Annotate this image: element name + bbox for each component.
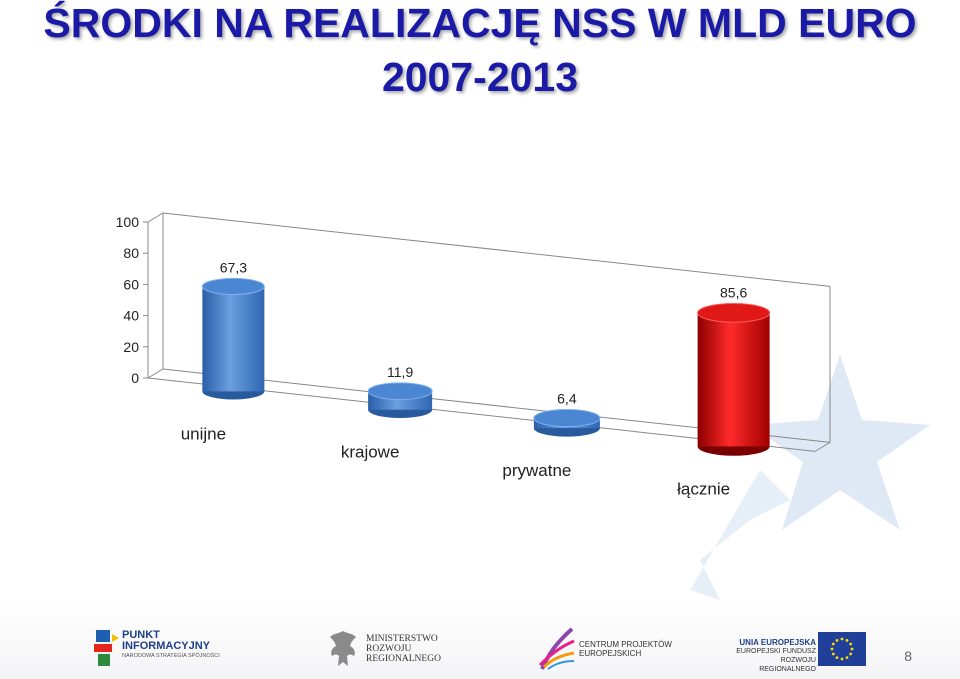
title-line-2: 2007-2013 <box>381 54 579 100</box>
logo4-line1: UNIA EUROPEJSKA <box>739 638 816 647</box>
data-label: 85,6 <box>720 285 747 301</box>
footer: PUNKT INFORMACYJNY NARODOWA STRATEGIA SP… <box>0 600 960 679</box>
y-tick-label: 40 <box>123 308 139 324</box>
logo1-line1: PUNKT <box>122 629 160 641</box>
bar-top <box>367 382 433 400</box>
category-label: krajowe <box>341 443 400 462</box>
logo2-line1: MINISTERSTWO <box>366 634 438 644</box>
logo3-line2: EUROPEJSKICH <box>579 649 642 658</box>
logo1-line2: INFORMACYJNY <box>122 640 211 652</box>
y-tick-label: 60 <box>123 276 139 292</box>
punkt-informacyjny-logo-icon <box>94 630 119 666</box>
cpe-swirl-icon <box>538 627 575 670</box>
eu-flag-icon <box>818 632 866 666</box>
logo1-line3: NARODOWA STRATEGIA SPÓJNOŚCI <box>122 653 220 659</box>
data-label: 67,3 <box>220 259 247 275</box>
category-label: prywatne <box>502 461 571 480</box>
y-tick-label: 20 <box>123 339 139 355</box>
title-line-1: ŚRODKI NA REALIZACJĘ NSS W MLD EURO <box>43 0 917 46</box>
bar-unijne <box>202 286 265 392</box>
bar-top <box>533 409 601 428</box>
category-label: łącznie <box>677 479 730 498</box>
floor-right-edge <box>814 441 831 452</box>
logo4-line3: ROZWOJU REGIONALNEGO <box>759 657 816 673</box>
top-edge-left <box>147 212 164 223</box>
bar-top <box>697 303 771 323</box>
y-tick-label: 80 <box>123 245 139 261</box>
category-label: unijne <box>181 424 226 443</box>
logo3-line1: CENTRUM PROJEKTÓW <box>579 640 672 649</box>
bar-łącznie <box>697 312 770 447</box>
data-label: 6,4 <box>557 391 577 407</box>
data-label: 11,9 <box>387 364 413 380</box>
logo2-line2: ROZWOJU <box>366 644 412 654</box>
bar-top <box>201 277 265 295</box>
eagle-emblem-icon <box>330 631 356 666</box>
y-tick-label: 100 <box>116 214 140 230</box>
logo2-line3: REGIONALNEGO <box>366 654 441 664</box>
back-wall-top-edge <box>162 212 831 287</box>
logo4-line2: EUROPEJSKI FUNDUSZ <box>736 648 816 655</box>
floor-left-edge <box>147 368 164 379</box>
y-tick-label: 0 <box>131 370 139 386</box>
page-number: 8 <box>904 648 912 664</box>
slide-title: ŚRODKI NA REALIZACJĘ NSS W MLD EURO 2007… <box>0 0 960 102</box>
